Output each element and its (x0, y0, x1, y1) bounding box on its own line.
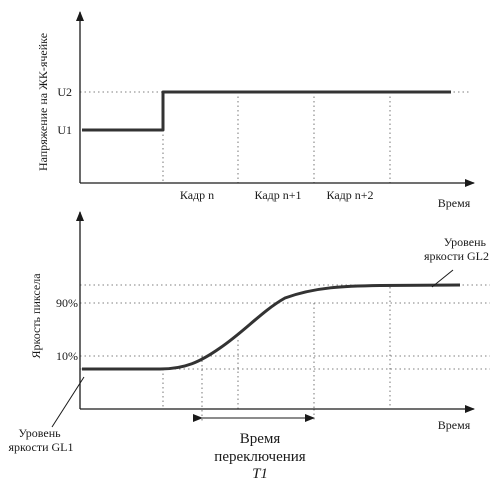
brightness-y-label: Яркость пиксела (29, 273, 43, 359)
switch-time-line1: Время (240, 431, 281, 447)
frame-label-n1: Кадр n+1 (254, 188, 301, 202)
brightness-chart: 90% 10% Время Яркость пиксела Уровень яр… (8, 211, 490, 480)
switch-time-line2: переключения (214, 449, 306, 465)
brightness-x-label: Время (438, 418, 471, 432)
y-tick-10: 10% (56, 349, 78, 363)
voltage-step-line (82, 90, 451, 132)
voltage-x-label: Время (438, 196, 471, 210)
switch-time-symbol: T1 (252, 466, 268, 480)
brightness-response-curve (82, 283, 461, 371)
gl1-label: Уровень яркости GL1 (8, 426, 73, 454)
voltage-chart: U2 U1 Кадр n Кадр n+1 Кадр n+2 Время Нап… (36, 11, 475, 210)
frame-label-n: Кадр n (180, 188, 214, 202)
gl1-leader-line (51, 376, 85, 428)
y-tick-u2: U2 (57, 85, 72, 99)
gl2-label: Уровень яркости GL2 (424, 235, 489, 263)
y-tick-u1: U1 (57, 123, 72, 137)
gl2-leader-line (431, 269, 454, 288)
y-tick-90: 90% (56, 296, 78, 310)
frame-label-n2: Кадр n+2 (326, 188, 373, 202)
voltage-y-label: Напряжение на ЖК-ячейке (36, 33, 50, 171)
